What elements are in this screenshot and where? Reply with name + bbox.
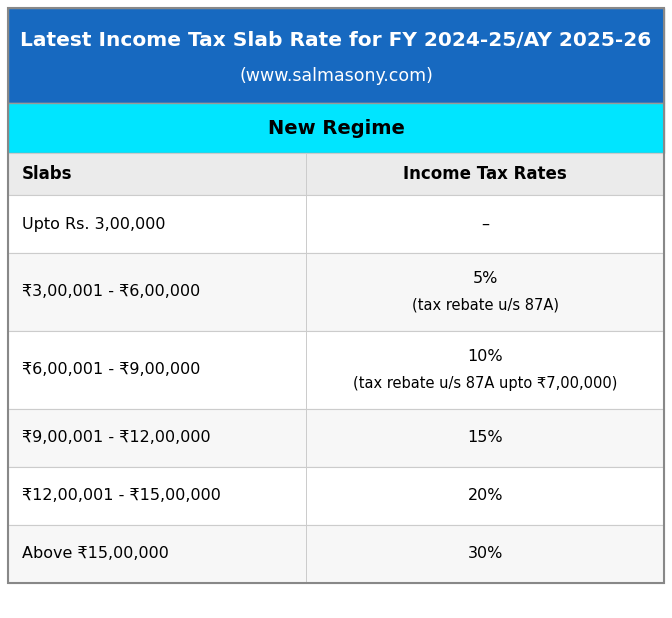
Text: 10%: 10% [468, 349, 503, 364]
Text: (tax rebate u/s 87A upto ₹7,00,000): (tax rebate u/s 87A upto ₹7,00,000) [353, 376, 618, 391]
Bar [306, 467, 307, 525]
Bar [8, 331, 664, 409]
Bar [8, 103, 664, 153]
Text: ₹9,00,001 - ₹12,00,000: ₹9,00,001 - ₹12,00,000 [22, 431, 210, 446]
Text: Slabs: Slabs [22, 165, 73, 183]
Text: (tax rebate u/s 87A): (tax rebate u/s 87A) [412, 298, 558, 313]
Text: 5%: 5% [472, 271, 498, 286]
Bar [306, 195, 307, 253]
Bar [8, 467, 664, 525]
Bar [8, 409, 664, 467]
Bar [306, 331, 307, 409]
Bar [8, 8, 664, 103]
Text: 15%: 15% [468, 431, 503, 446]
Text: ₹6,00,001 - ₹9,00,000: ₹6,00,001 - ₹9,00,000 [22, 363, 200, 378]
Text: Upto Rs. 3,00,000: Upto Rs. 3,00,000 [22, 216, 165, 232]
Bar [8, 153, 664, 195]
Bar [306, 525, 307, 583]
Text: ₹12,00,001 - ₹15,00,000: ₹12,00,001 - ₹15,00,000 [22, 488, 221, 504]
Bar [8, 195, 664, 253]
Text: Above ₹15,00,000: Above ₹15,00,000 [22, 546, 169, 562]
Bar [306, 153, 307, 195]
Bar [8, 525, 664, 583]
Text: ₹3,00,001 - ₹6,00,000: ₹3,00,001 - ₹6,00,000 [22, 284, 200, 300]
Text: (www.salmasony.com): (www.salmasony.com) [239, 67, 433, 85]
Bar [8, 253, 664, 331]
Text: Income Tax Rates: Income Tax Rates [403, 165, 567, 183]
Bar [306, 409, 307, 467]
Text: New Regime: New Regime [267, 119, 405, 137]
Text: Latest Income Tax Slab Rate for FY 2024-25/AY 2025-26: Latest Income Tax Slab Rate for FY 2024-… [20, 31, 652, 50]
Text: –: – [481, 216, 489, 232]
Text: 30%: 30% [468, 546, 503, 562]
Bar [306, 253, 307, 331]
Text: 20%: 20% [468, 488, 503, 504]
